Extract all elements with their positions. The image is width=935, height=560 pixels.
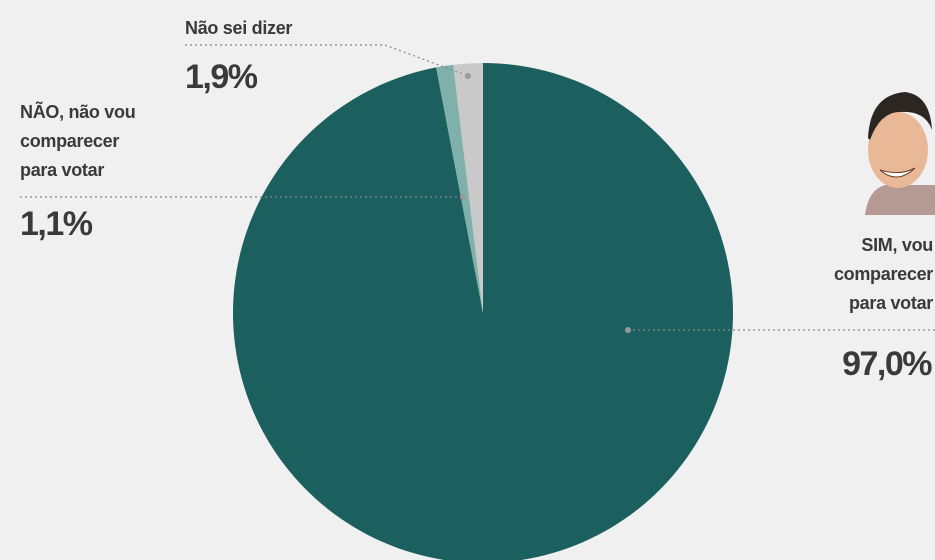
leader-dot bbox=[465, 73, 471, 79]
category-label: Não sei dizer bbox=[185, 18, 293, 38]
value-label: 97,0% bbox=[842, 345, 932, 383]
pie-slice bbox=[233, 63, 733, 560]
value-label: 1,1% bbox=[20, 205, 93, 243]
value-label: 1,9% bbox=[185, 58, 258, 96]
leader-dots bbox=[460, 73, 631, 333]
leader-line bbox=[185, 44, 469, 77]
leader-lines bbox=[20, 44, 935, 331]
leader-dot bbox=[460, 194, 466, 200]
pie-slice bbox=[453, 63, 483, 313]
pie-slice bbox=[436, 64, 483, 313]
leader-dot bbox=[625, 327, 631, 333]
category-label: NÃO, não vou comparecer para votar bbox=[20, 102, 136, 180]
category-label: SIM, vou comparecer para votar bbox=[833, 235, 933, 313]
avatar bbox=[865, 92, 935, 215]
